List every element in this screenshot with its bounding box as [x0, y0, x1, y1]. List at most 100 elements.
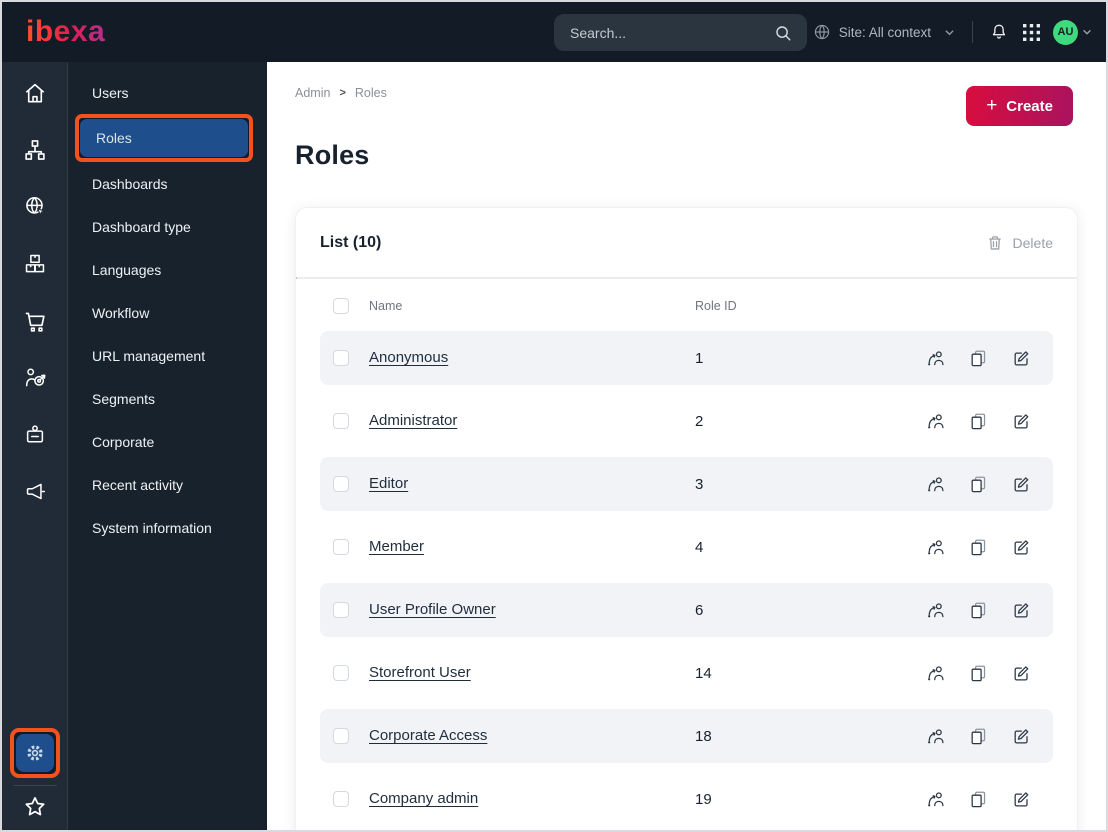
assign-user-icon[interactable]: [925, 537, 945, 557]
delete-button[interactable]: Delete: [986, 234, 1053, 252]
table-body: Anonymous 1: [296, 326, 1077, 830]
create-button[interactable]: + Create: [966, 86, 1073, 126]
list-title: List (10): [320, 233, 382, 251]
assign-user-icon[interactable]: [925, 663, 945, 683]
breadcrumb: Admin > Roles: [295, 86, 387, 100]
row-checkbox[interactable]: [333, 413, 349, 429]
icon-sidebar-bottom: [2, 728, 68, 822]
copy-icon[interactable]: [968, 600, 988, 620]
role-name-link[interactable]: Administrator: [369, 412, 458, 429]
edit-icon[interactable]: [1011, 600, 1031, 620]
avatar: AU: [1053, 19, 1078, 45]
role-id-value: 3: [695, 475, 704, 493]
sidebar-item-corporate[interactable]: Corporate: [92, 433, 155, 450]
delete-button-label: Delete: [1012, 234, 1053, 251]
settings-gear-icon[interactable]: [16, 734, 54, 772]
role-id-value: 4: [695, 538, 704, 556]
roles-list-card: List (10) Delete Name Role ID: [295, 207, 1078, 830]
sidebar-item-workflow[interactable]: Workflow: [92, 304, 150, 321]
icon-sidebar: [2, 62, 68, 830]
site-context-label: Site: All context: [838, 24, 931, 40]
table-row: User Profile Owner 6: [320, 583, 1053, 637]
assign-user-icon[interactable]: [925, 789, 945, 809]
copy-icon[interactable]: [968, 663, 988, 683]
commerce-cart-icon[interactable]: [2, 292, 68, 349]
marketing-megaphone-icon[interactable]: [2, 463, 68, 520]
edit-icon[interactable]: [1011, 537, 1031, 557]
edit-icon[interactable]: [1011, 348, 1031, 368]
sidebar-item-system-information[interactable]: System information: [92, 519, 212, 536]
row-checkbox[interactable]: [333, 728, 349, 744]
copy-icon[interactable]: [968, 474, 988, 494]
role-name-link[interactable]: Anonymous: [369, 349, 449, 366]
home-icon[interactable]: [2, 64, 68, 121]
copy-icon[interactable]: [968, 411, 988, 431]
assign-user-icon[interactable]: [925, 348, 945, 368]
sidebar-item-users[interactable]: Users: [92, 84, 129, 101]
role-name-link[interactable]: Editor: [369, 475, 409, 492]
site-globe-icon[interactable]: [2, 178, 68, 235]
topbar-divider: [972, 21, 973, 43]
sidebar-divider: [13, 785, 57, 786]
copy-icon[interactable]: [968, 348, 988, 368]
site-context-selector[interactable]: Site: All context: [813, 23, 956, 41]
create-button-label: Create: [1006, 97, 1053, 115]
edit-icon[interactable]: [1011, 411, 1031, 431]
ibexa-logo[interactable]: ibexa: [26, 15, 106, 48]
admin-menu: Users Roles Dashboards Dashboard type Langua…: [68, 62, 267, 830]
sidebar-item-dashboards[interactable]: Dashboards: [92, 175, 168, 192]
edit-icon[interactable]: [1011, 789, 1031, 809]
search-icon[interactable]: [773, 23, 793, 43]
sidebar-item-roles[interactable]: Roles: [80, 119, 248, 157]
table-row: Company admin 19: [320, 772, 1053, 826]
row-checkbox[interactable]: [333, 539, 349, 555]
table-row: Editor 3: [320, 457, 1053, 511]
select-all-checkbox[interactable]: [333, 298, 349, 314]
content-tree-icon[interactable]: [2, 121, 68, 178]
icon-sidebar-list: [2, 62, 67, 520]
sidebar-item-languages[interactable]: Languages: [92, 261, 162, 278]
assign-user-icon[interactable]: [925, 600, 945, 620]
sidebar-item-segments[interactable]: Segments: [92, 390, 156, 407]
app-grid-icon[interactable]: [1023, 23, 1040, 41]
annotation-highlight-settings: [10, 728, 60, 778]
column-header-name: Name: [369, 299, 403, 313]
row-checkbox[interactable]: [333, 350, 349, 366]
role-name-link[interactable]: Storefront User: [369, 664, 471, 681]
products-boxes-icon[interactable]: [2, 235, 68, 292]
edit-icon[interactable]: [1011, 663, 1031, 683]
customers-target-icon[interactable]: [2, 349, 68, 406]
role-name-link[interactable]: Company admin: [369, 790, 479, 807]
copy-icon[interactable]: [968, 726, 988, 746]
page-title: Roles: [295, 140, 370, 170]
row-checkbox[interactable]: [333, 602, 349, 618]
column-header-role-id: Role ID: [695, 299, 737, 313]
copy-icon[interactable]: [968, 537, 988, 557]
edit-icon[interactable]: [1011, 474, 1031, 494]
search-input[interactable]: [570, 24, 773, 41]
assign-user-icon[interactable]: [925, 726, 945, 746]
sidebar-item-dashboard-type[interactable]: Dashboard type: [92, 218, 191, 235]
role-name-link[interactable]: Member: [369, 538, 425, 555]
table-row: Administrator 2: [320, 394, 1053, 448]
breadcrumb-admin[interactable]: Admin: [295, 86, 331, 100]
user-menu[interactable]: AU: [1053, 19, 1093, 45]
sidebar-item-recent-activity[interactable]: Recent activity: [92, 476, 184, 493]
global-search[interactable]: [554, 14, 807, 51]
role-name-link[interactable]: User Profile Owner: [369, 601, 496, 618]
main-content: Admin > Roles Roles + Create List (10): [267, 62, 1106, 830]
edit-icon[interactable]: [1011, 726, 1031, 746]
favorites-star-icon[interactable]: [20, 792, 50, 822]
plus-icon: +: [986, 94, 998, 116]
row-checkbox[interactable]: [333, 791, 349, 807]
row-checkbox[interactable]: [333, 476, 349, 492]
role-name-link[interactable]: Corporate Access: [369, 727, 488, 744]
assign-user-icon[interactable]: [925, 474, 945, 494]
notifications-bell-icon[interactable]: [989, 22, 1009, 42]
copy-icon[interactable]: [968, 789, 988, 809]
corporate-badge-icon[interactable]: [2, 406, 68, 463]
assign-user-icon[interactable]: [925, 411, 945, 431]
row-checkbox[interactable]: [333, 665, 349, 681]
sidebar-item-url-management[interactable]: URL management: [92, 347, 206, 364]
